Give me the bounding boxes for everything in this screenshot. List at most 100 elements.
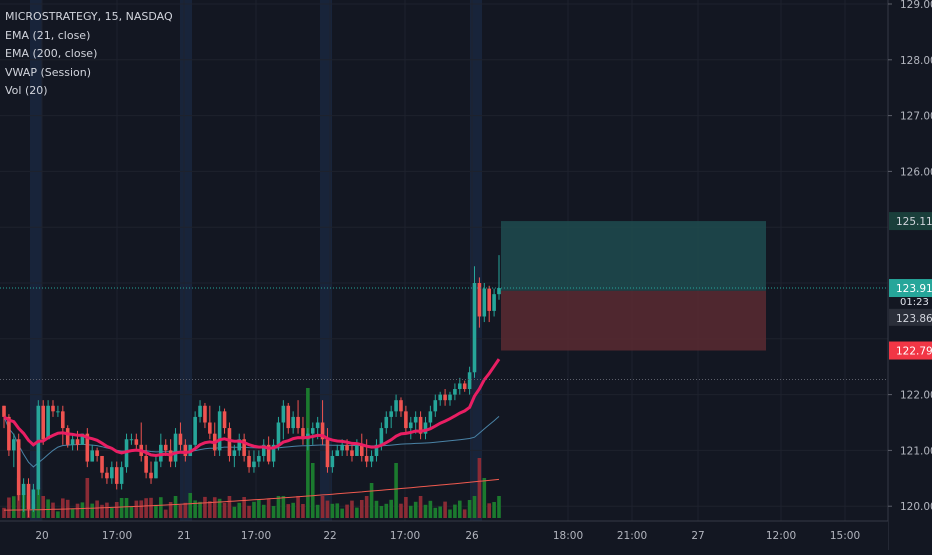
volume-bar [46, 499, 50, 518]
countdown-label: 01:23 [900, 297, 929, 308]
candle-body [291, 416, 295, 429]
volume-bar [149, 497, 153, 518]
volume-bar [389, 499, 393, 518]
legend-ema200[interactable]: EMA (200, close) [5, 47, 98, 61]
candle-body [90, 450, 95, 462]
time-tick-label: 17:00 [241, 530, 271, 542]
candle-body [21, 483, 26, 496]
candle-body [359, 444, 364, 456]
volume-bar [310, 463, 315, 518]
volume-bar [114, 502, 119, 518]
legend-ema21[interactable]: EMA (21, close) [5, 28, 91, 42]
entry-badge [889, 308, 932, 326]
volume-bar [168, 502, 173, 518]
volume-bar [306, 388, 310, 518]
candle-body [178, 433, 183, 445]
volume-bar [320, 496, 325, 518]
volume-bar [178, 505, 183, 518]
ema200-line [4, 478, 500, 511]
candle-body [46, 405, 50, 440]
candle-body [65, 428, 70, 445]
session-bands [30, 0, 482, 521]
candle-body [448, 394, 452, 401]
target-zone[interactable] [501, 221, 766, 291]
volume-bar [291, 502, 295, 518]
candle-body [173, 433, 178, 462]
candle-body [95, 450, 99, 456]
candle-body [261, 444, 266, 456]
legend-symbol[interactable]: MICROSTRATEGY, 15, NASDAQ [5, 10, 173, 23]
volume-bar [404, 497, 408, 518]
volume-bar [75, 503, 80, 518]
time-tick-label: 21:00 [617, 530, 647, 542]
volume-bar [477, 458, 482, 518]
volume-bar [413, 501, 418, 518]
candle-body [428, 411, 433, 423]
volume-bar [12, 496, 16, 518]
volume-bar [384, 503, 389, 518]
candle-body [12, 439, 16, 451]
candle-body [408, 422, 413, 429]
grid-lines [0, 0, 888, 521]
stop-zone[interactable] [501, 290, 766, 351]
volume-bar [222, 502, 227, 518]
legend-volume[interactable]: Vol (20) [5, 84, 48, 98]
candle-body [374, 444, 379, 456]
price-tick-label: 127.00 [900, 111, 932, 123]
volume-bar [51, 502, 55, 518]
candle-body [325, 439, 330, 468]
ema21-line [3, 358, 501, 458]
candle-body [2, 405, 6, 417]
candle-body [16, 439, 21, 496]
volume-bar [345, 504, 349, 518]
price-axis[interactable] [888, 0, 932, 550]
time-axis[interactable] [0, 521, 888, 550]
ema21-series [3, 358, 501, 458]
volume-bar [70, 508, 75, 518]
session-band [180, 0, 192, 521]
candle-body [110, 467, 114, 479]
candle-body [364, 455, 369, 462]
volume-bar [472, 496, 477, 518]
candle-body [315, 422, 320, 429]
position-zones[interactable] [501, 221, 766, 351]
volume-bar [359, 500, 364, 518]
price-tick-label: 128.00 [900, 55, 932, 67]
candle-body [85, 433, 90, 462]
volume-bar [212, 497, 217, 518]
candle-body [149, 472, 153, 479]
candle-body [129, 439, 134, 441]
last-price-badge [889, 279, 932, 298]
volume-bar [281, 496, 286, 518]
volume-bar [56, 511, 60, 518]
legend-vwap[interactable]: VWAP (Session) [5, 65, 92, 79]
candle-body [134, 439, 139, 445]
candle-body [222, 411, 227, 429]
session-band [320, 0, 332, 521]
candle-body [257, 455, 261, 462]
volume-bar [296, 496, 300, 518]
volume-bar [2, 507, 6, 518]
candle-body [399, 400, 403, 412]
volume-bar [61, 498, 65, 518]
candle-body [242, 439, 246, 456]
volume-bar [100, 504, 104, 518]
volume-bar [467, 500, 472, 518]
volume-bar [105, 502, 109, 518]
candle-body [26, 483, 31, 509]
volume-bar [198, 501, 202, 518]
candle-body [462, 383, 467, 390]
volume-bar [139, 500, 144, 518]
candle-body [350, 450, 354, 456]
volume-bar [90, 503, 95, 518]
ema200-series [4, 478, 500, 511]
candle-body [472, 283, 477, 373]
volume-bar [340, 508, 344, 518]
candle-body [453, 389, 457, 395]
candle-body [482, 288, 487, 317]
candle-body [286, 405, 291, 429]
volume-bar [183, 502, 188, 518]
